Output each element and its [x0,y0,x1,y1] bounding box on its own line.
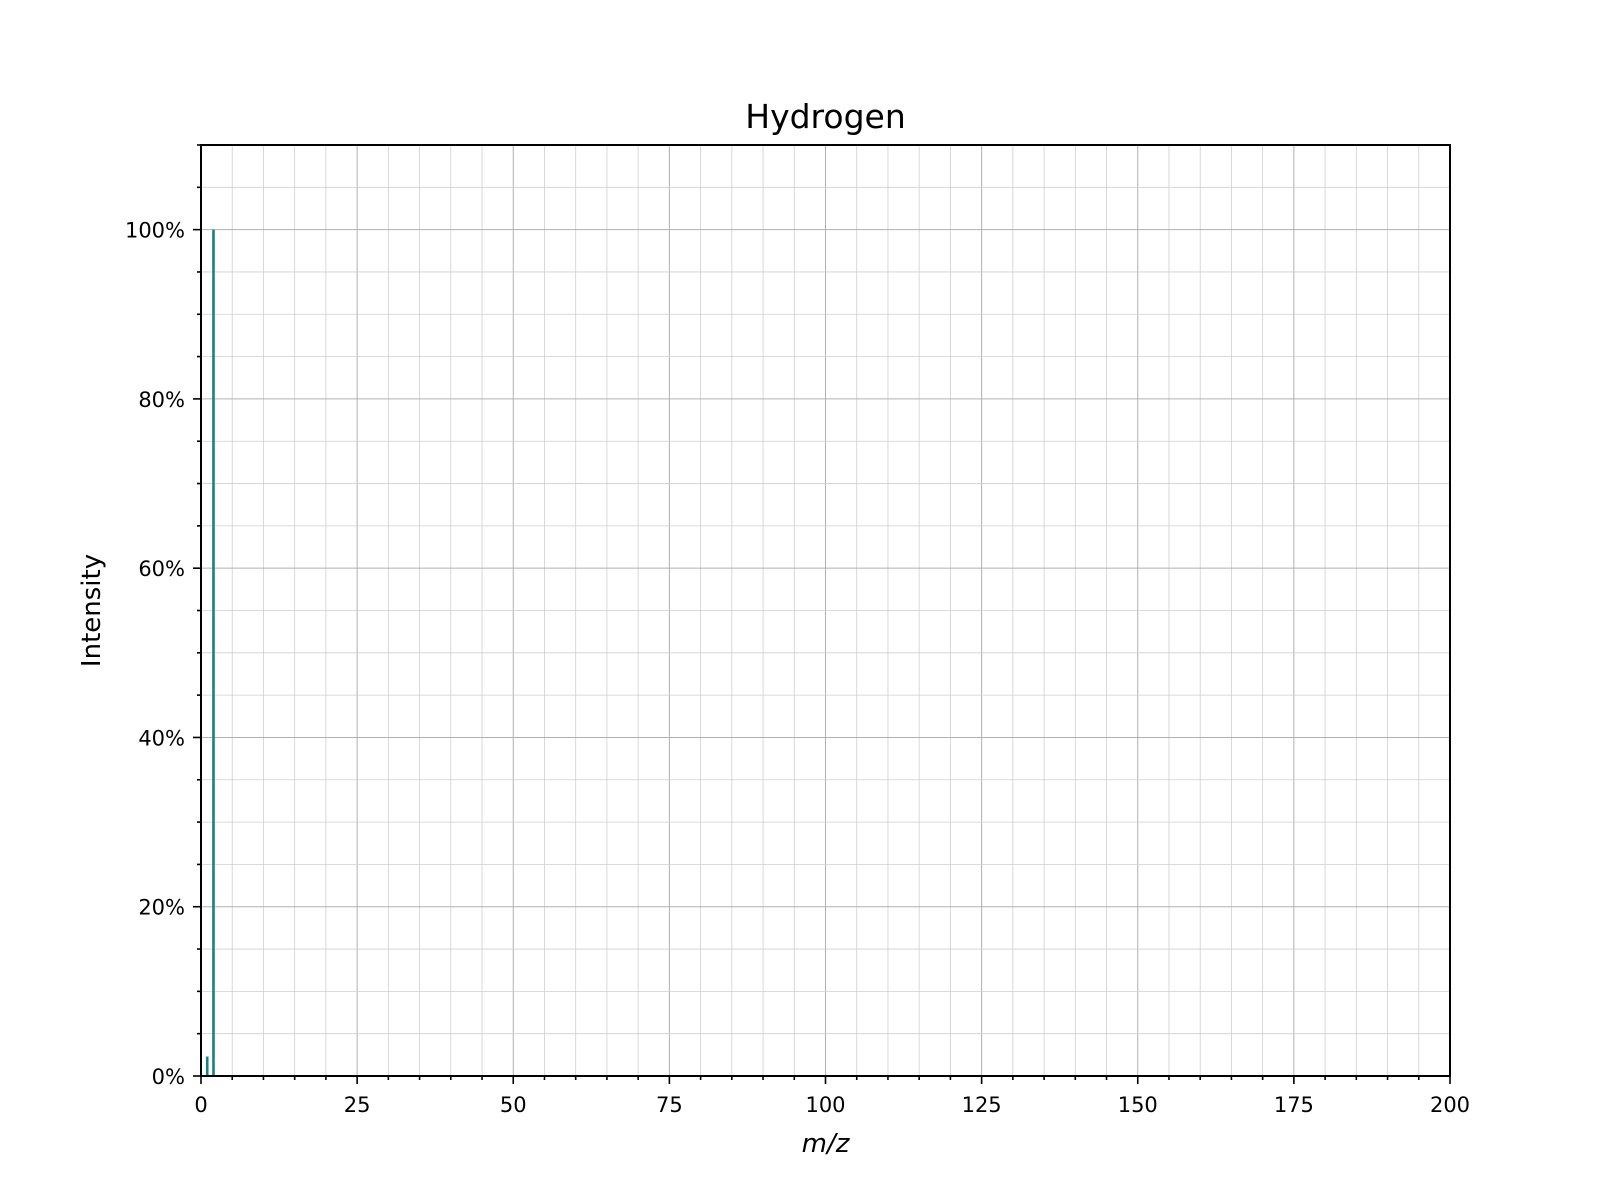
y-axis-label: Intensity [77,554,107,667]
x-tick-label: 100 [805,1093,845,1117]
y-tick-label: 20% [138,896,185,920]
y-tick-label: 80% [138,388,185,412]
x-tick-label: 125 [962,1093,1002,1117]
x-tick-label: 50 [500,1093,527,1117]
x-axis-label: m/z [802,1129,851,1159]
x-tick-label: 75 [656,1093,683,1117]
y-tick-label: 40% [138,726,185,750]
peaks [205,229,215,1076]
ticks: 0 25 50 75 100 125 150 175 200 0% 20% 40% 60% 80% 100% [125,144,1470,1117]
y-tick-label: 0% [152,1065,185,1089]
x-tick-label: 175 [1274,1093,1314,1117]
y-tick-label: 100% [125,219,185,243]
grid [200,144,1451,1077]
x-tick-label: 150 [1118,1093,1158,1117]
x-tick-label: 25 [344,1093,371,1117]
x-tick-label: 0 [194,1093,207,1117]
y-tick-label: 60% [138,557,185,581]
x-tick-label: 200 [1430,1093,1470,1117]
chart-title: Hydrogen [745,97,906,136]
